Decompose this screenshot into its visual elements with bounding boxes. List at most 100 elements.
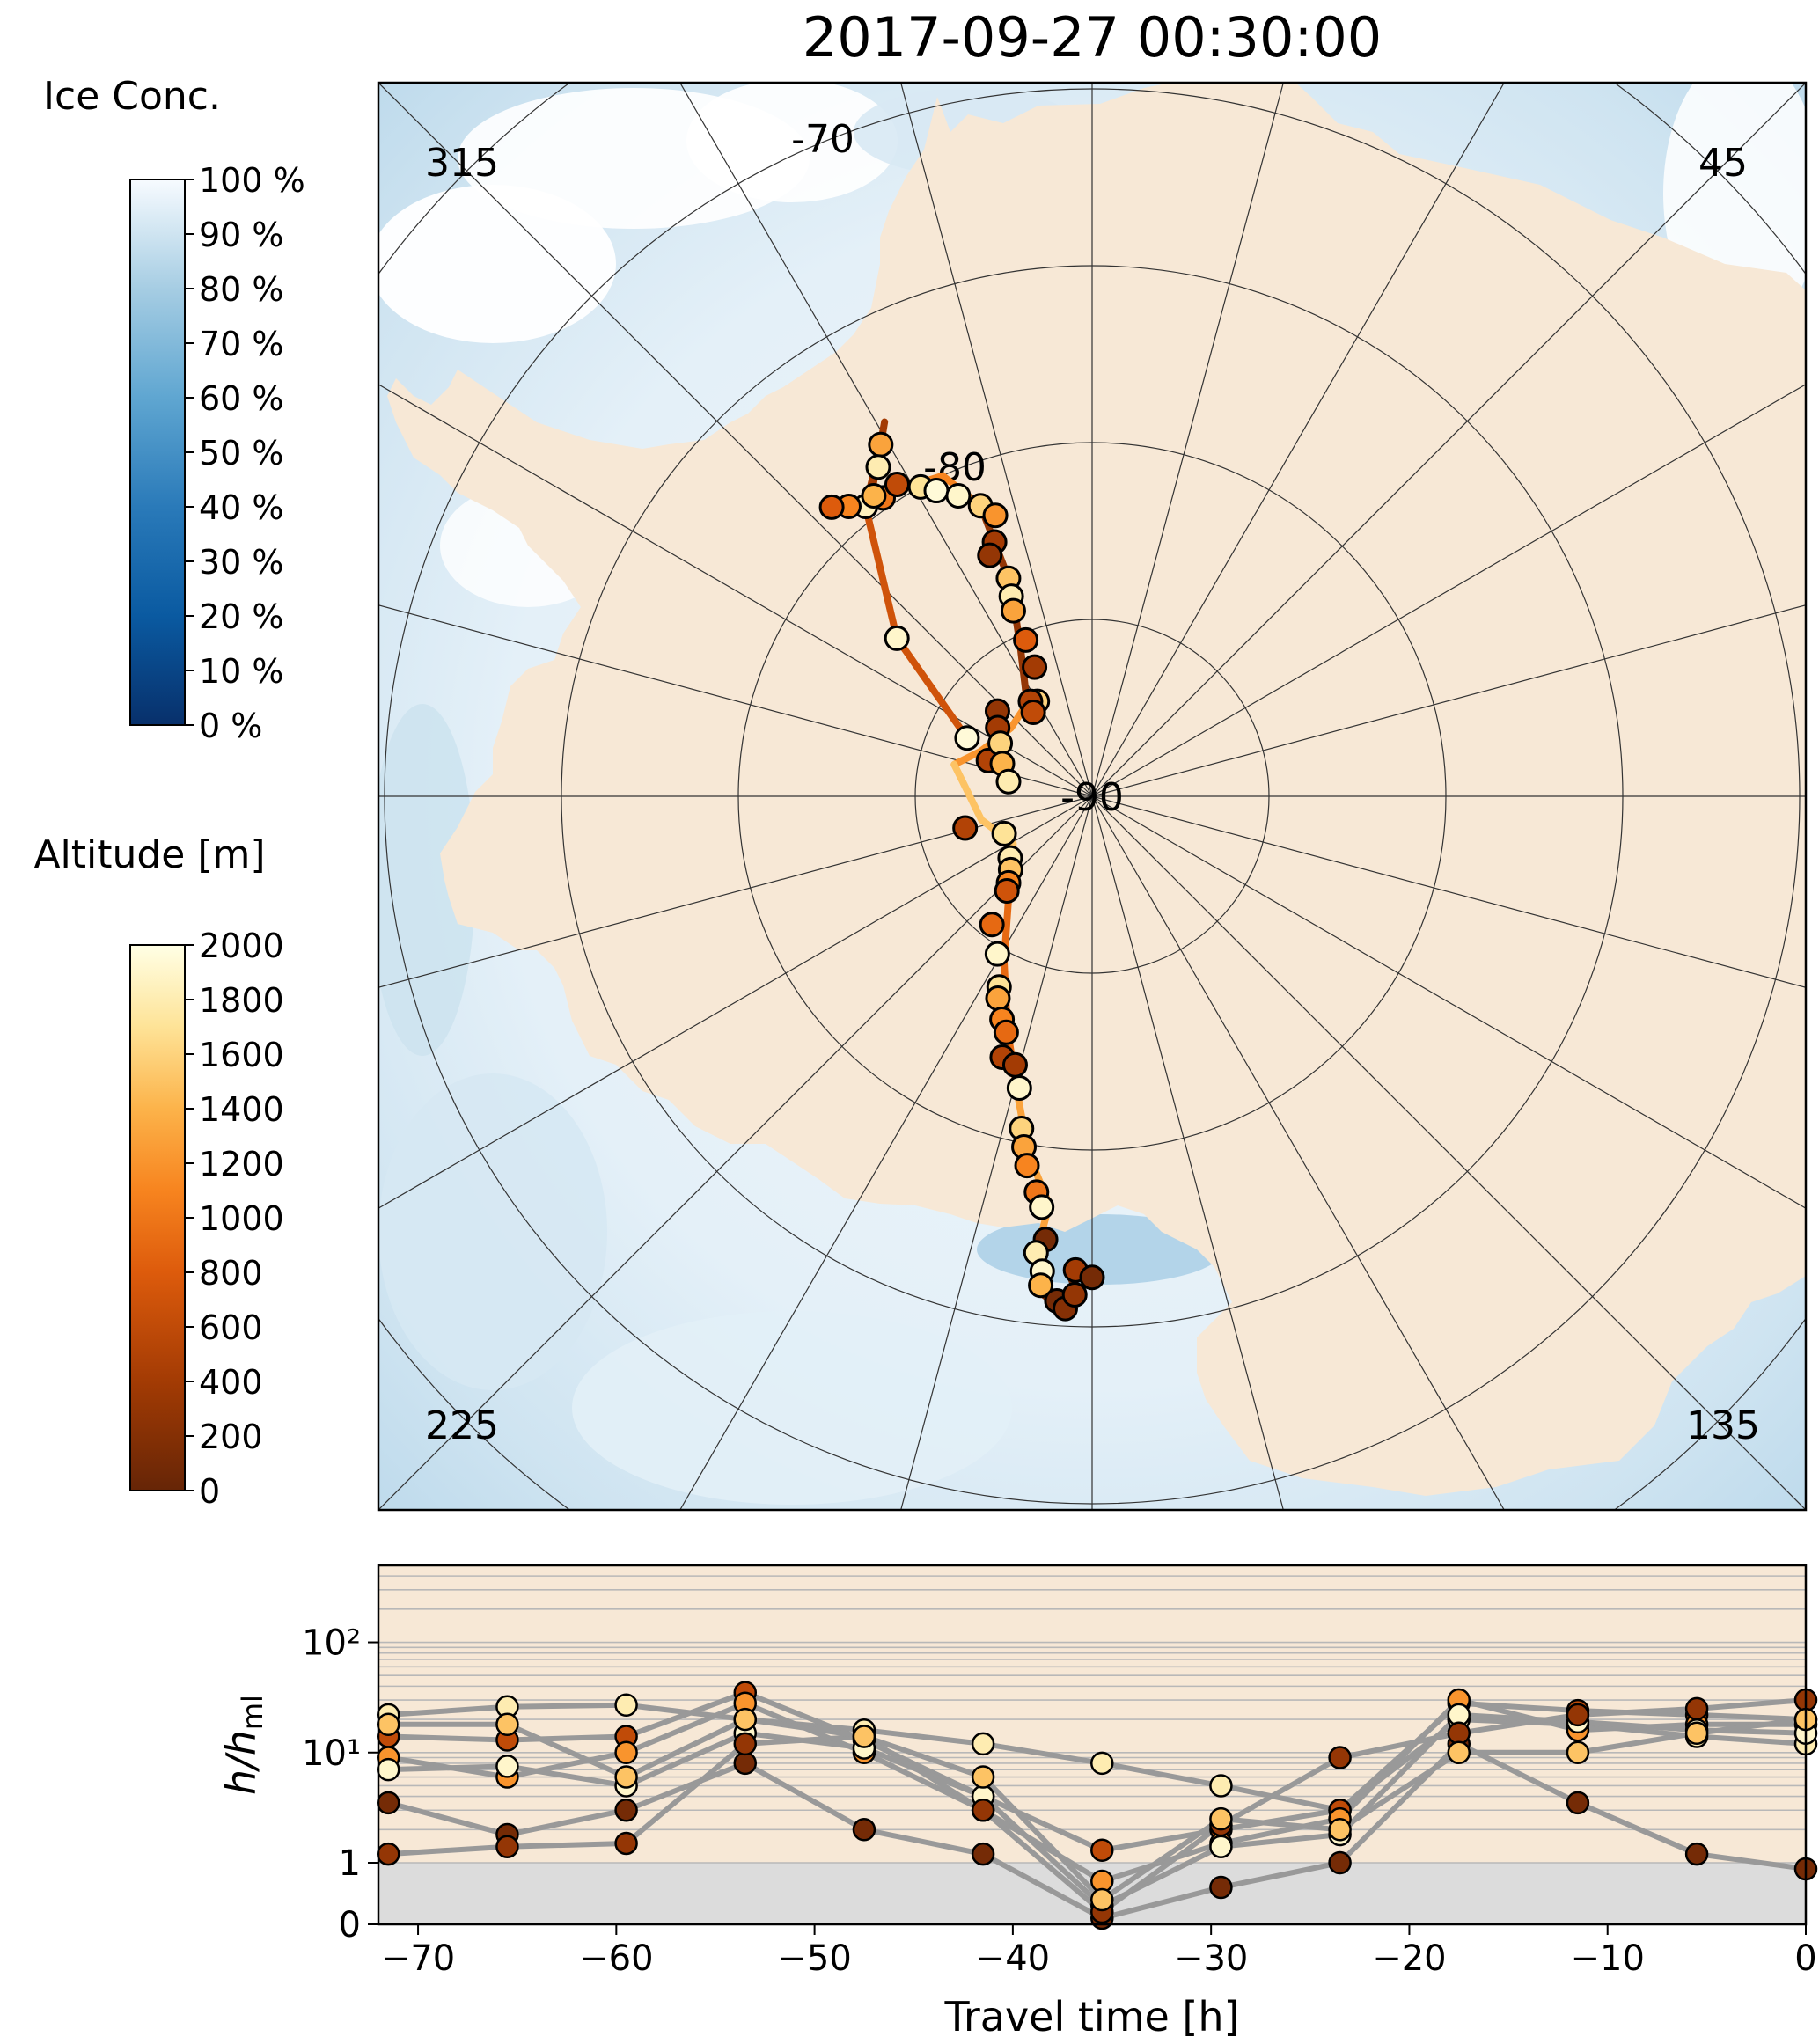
lower-series-point-5-0 (377, 1842, 400, 1866)
ice-colorbar-tick-label-4: 40 % (199, 488, 284, 527)
figure-title: 2017-09-27 00:30:00 (803, 5, 1382, 70)
map-point-21 (1022, 654, 1048, 680)
ice-colorbar-tick-label-10: 100 % (199, 161, 305, 200)
altitude-colorbar-tick-label-4: 800 (199, 1254, 263, 1293)
lat-label-70: -70 (791, 117, 854, 162)
lower-series-point-6-7 (1209, 1806, 1233, 1831)
lower-series-point-6-1 (495, 1712, 519, 1737)
map-point-31 (952, 815, 979, 841)
altitude-colorbar (129, 944, 186, 1491)
map-point-42 (993, 1019, 1019, 1045)
map-point-6 (868, 431, 894, 458)
map-panel (378, 83, 1806, 1510)
meridian-165 (1091, 795, 1284, 1510)
meridian-105 (1091, 795, 1806, 988)
ice-colorbar-ticks: 0 % 10 % 20 % 30 % 40 % 50 % 60 % 70 % 80 % 90 % 1… (185, 161, 305, 745)
lower-x-axis-label: Travel time [h] (944, 1993, 1240, 2040)
ice-colorbar-tick-label-7: 70 % (199, 325, 284, 363)
meridian-135 (1091, 795, 1806, 1510)
map-point-38 (984, 941, 1010, 967)
lon-label-45: 45 (1698, 141, 1748, 186)
lower-series-point-5-10 (1566, 1703, 1590, 1727)
lower-series-point-6-6 (1090, 1887, 1114, 1912)
lon-label-315: 315 (425, 141, 499, 186)
map-point-8 (861, 483, 887, 509)
lower-x-tick-label-4: −30 (1174, 1938, 1248, 1979)
ice-colorbar-tick-label-9: 90 % (199, 216, 284, 254)
lower-series-point-0-2 (614, 1693, 638, 1717)
lower-x-axis-ticks: −70 −60 −50 −40 −30 −20 −10 0 (381, 1924, 1817, 1979)
meridian-330 (679, 83, 1093, 797)
meridian-75 (1091, 604, 1806, 797)
meridian-lines (378, 83, 1806, 1510)
lower-series-point-6-4 (852, 1725, 876, 1748)
lower-series-point-0-5 (971, 1732, 995, 1756)
map-point-50 (1029, 1194, 1055, 1220)
meridian-195 (900, 795, 1093, 1510)
lon-label-225: 225 (425, 1403, 499, 1448)
lower-x-tick-label-3: −40 (976, 1938, 1050, 1979)
meridian-315 (378, 83, 1093, 797)
lower-series-point-3-7 (1209, 1835, 1233, 1858)
lon-label-135: 135 (1686, 1403, 1760, 1448)
lower-series-point-5-9 (1447, 1721, 1471, 1745)
lower-panel-frame (377, 1564, 1808, 1926)
map-point-40 (985, 985, 1011, 1012)
meridian-345 (900, 83, 1093, 797)
map-point-0 (954, 725, 980, 751)
map-point-19 (1000, 597, 1026, 624)
lower-y-axis-ticks: 0 1 10¹ 10² (302, 1623, 378, 1945)
map-point-9 (884, 471, 910, 497)
meridian-285 (378, 604, 1093, 797)
map-point-12 (945, 482, 972, 509)
lower-x-tick-label-5: −20 (1372, 1938, 1446, 1979)
lower-series-point-5-1 (495, 1835, 519, 1858)
lower-series-point-5-8 (1328, 1746, 1352, 1769)
ice-colorbar (129, 179, 186, 726)
lower-y-axis-label: h/hml (217, 1695, 269, 1795)
lower-series-point-6-9 (1447, 1740, 1471, 1765)
map-point-59 (1079, 1264, 1105, 1291)
altitude-colorbar-ticks: 0 200 400 600 800 1000 1200 1400 1600 1800 2000 (185, 927, 284, 1511)
lower-x-tick-label-7: 0 (1794, 1938, 1816, 1979)
altitude-colorbar-tick-label-6: 1200 (199, 1145, 284, 1183)
lower-series-point-5-3 (733, 1732, 758, 1756)
lower-series-point-4-5 (971, 1842, 995, 1866)
map-point-32 (991, 820, 1017, 846)
lower-x-tick-label-1: −60 (579, 1938, 653, 1979)
lower-series-point-4-7 (1209, 1875, 1233, 1900)
lower-y-tick-label-2: 10¹ (302, 1733, 361, 1774)
lower-panel-series-points (377, 1681, 1818, 1930)
map-point-1 (884, 625, 910, 651)
meridian-300 (378, 384, 1093, 797)
altitude-colorbar-tick-label-3: 600 (199, 1308, 263, 1347)
ice-colorbar-tick-label-1: 10 % (199, 652, 284, 691)
meridian-15 (1091, 83, 1284, 797)
lower-series-point-2-2 (614, 1740, 638, 1765)
map-point-57 (1061, 1281, 1088, 1308)
map-point-11 (923, 478, 950, 504)
lower-series-point-4-2 (614, 1798, 638, 1822)
map-point-36 (994, 878, 1020, 905)
map-frame (377, 81, 1808, 1512)
altitude-colorbar-tick-label-2: 400 (199, 1363, 263, 1402)
meridian-30 (1091, 83, 1505, 797)
lower-series-point-5-11 (1684, 1696, 1709, 1721)
lower-series-point-6-5 (971, 1765, 995, 1789)
meridian-60 (1091, 384, 1806, 797)
meridian-120 (1091, 795, 1806, 1209)
altitude-colorbar-tick-label-8: 1600 (199, 1036, 284, 1074)
ice-colorbar-tick-label-8: 80 % (199, 270, 284, 309)
lower-series-point-4-0 (377, 1791, 400, 1815)
lower-x-tick-label-6: −10 (1571, 1938, 1645, 1979)
meridian-225 (378, 795, 1093, 1510)
map-point-30 (995, 768, 1022, 795)
lower-x-tick-label-2: −50 (777, 1938, 851, 1979)
lower-series-point-5-2 (614, 1831, 638, 1856)
lower-y-tick-label-0: 0 (339, 1905, 361, 1945)
lower-series-point-4-4 (852, 1818, 876, 1842)
lower-series-point-6-8 (1328, 1818, 1352, 1842)
altitude-colorbar-tick-label-5: 1000 (199, 1199, 284, 1238)
ice-colorbar-tick-label-0: 0 % (199, 707, 262, 745)
